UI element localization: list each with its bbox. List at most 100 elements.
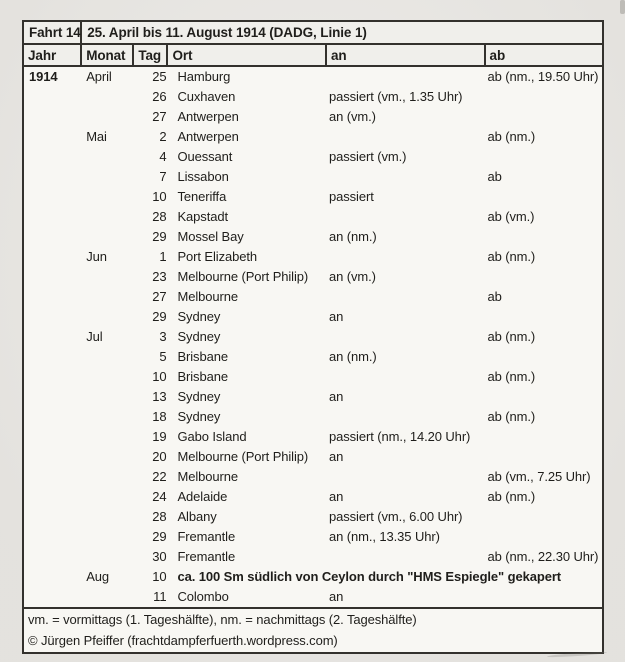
cell-tag: 27 — [152, 109, 167, 124]
cell-ort: Port Elizabeth — [177, 249, 258, 264]
voyage-row: 27 Antwerpen an (vm.) — [23, 107, 603, 127]
cell-ort: Lissabon — [177, 169, 229, 184]
cell-jahr — [23, 347, 81, 367]
cell-an: passiert (nm., 14.20 Uhr) — [329, 429, 471, 444]
cell-ort: Hamburg — [177, 69, 231, 84]
voyage-row: 7 Lissabon ab — [23, 167, 603, 187]
cell-ort: Brisbane — [177, 369, 228, 384]
cell-jahr — [23, 407, 81, 427]
cell-ab: ab (nm.) — [487, 249, 536, 264]
cell-tag: 29 — [152, 529, 167, 544]
cell-ort: Sydney — [177, 309, 221, 324]
cell-monat — [81, 207, 133, 227]
cell-ab: ab (vm., 7.25 Uhr) — [487, 469, 591, 484]
cell-ab — [485, 587, 603, 608]
cell-jahr — [23, 207, 81, 227]
cell-monat — [81, 407, 133, 427]
cell-tag: 26 — [152, 89, 167, 104]
cell-monat — [81, 87, 133, 107]
col-header-ab: ab — [483, 43, 605, 67]
cell-ort: Antwerpen — [177, 109, 239, 124]
cell-an: an (vm.) — [329, 269, 376, 284]
cell-an — [326, 127, 485, 147]
cell-ort: Fremantle — [177, 549, 236, 564]
cell-monat — [81, 347, 133, 367]
col-header-tag: Tag — [132, 43, 169, 67]
cell-ab — [485, 527, 603, 547]
cell-ab: ab — [487, 289, 502, 304]
cell-tag: 3 — [159, 329, 167, 344]
cell-an — [326, 66, 485, 87]
cell-tag: 10 — [152, 369, 167, 384]
cell-ab: ab (nm.) — [487, 369, 536, 384]
voyage-row: 29 Fremantle an (nm., 13.35 Uhr) — [23, 527, 603, 547]
voyage-row: 28 Albany passiert (vm., 6.00 Uhr) — [23, 507, 603, 527]
cell-ab: ab (nm., 19.50 Uhr) — [487, 69, 599, 84]
cell-ort: Mossel Bay — [177, 229, 244, 244]
cell-ort: Sydney — [177, 389, 221, 404]
cell-monat — [81, 367, 133, 387]
cell-an: an — [329, 589, 344, 604]
cell-monat — [81, 467, 133, 487]
cell-ab — [485, 507, 603, 527]
cell-monat — [81, 587, 133, 608]
cell-ab: ab (nm.) — [487, 409, 536, 424]
voyage-title: 25. April bis 11. August 1914 (DADG, Lin… — [80, 20, 604, 45]
cell-tag: 25 — [152, 69, 167, 84]
cell-jahr — [23, 387, 81, 407]
cell-jahr — [23, 287, 81, 307]
col-header-an: an — [325, 43, 486, 67]
voyage-row: 18 Sydney ab (nm.) — [23, 407, 603, 427]
cell-jahr — [23, 587, 81, 608]
cell-jahr — [23, 307, 81, 327]
cell-ab — [485, 87, 603, 107]
cell-ab: ab (nm., 22.30 Uhr) — [487, 549, 599, 564]
cell-an: an — [329, 489, 344, 504]
cell-ort: Melbourne (Port Philip) — [177, 269, 309, 284]
cell-jahr — [23, 167, 81, 187]
cell-jahr — [23, 527, 81, 547]
cell-monat — [81, 527, 133, 547]
voyage-row: Jul 3 Sydney ab (nm.) — [23, 327, 603, 347]
cell-jahr — [23, 247, 81, 267]
cell-ab — [485, 387, 603, 407]
col-header-ort: Ort — [166, 43, 327, 67]
cell-ab: ab — [487, 169, 502, 184]
cell-ort: Albany — [177, 509, 217, 524]
cell-tag: 29 — [152, 229, 167, 244]
cell-tag: 1 — [159, 249, 167, 264]
cell-ab — [485, 107, 603, 127]
cell-jahr — [23, 327, 81, 347]
cell-ab: ab (nm.) — [487, 329, 536, 344]
cell-ab — [485, 227, 603, 247]
cell-jahr: 1914 — [29, 69, 58, 84]
cell-tag: 5 — [159, 349, 167, 364]
cell-monat — [81, 427, 133, 447]
cell-an: an (nm.) — [329, 349, 377, 364]
cell-ort: Cuxhaven — [177, 89, 236, 104]
cell-ab: ab (nm.) — [487, 129, 536, 144]
cell-jahr — [23, 127, 81, 147]
cell-jahr — [23, 367, 81, 387]
voyage-row: 22 Melbourne ab (vm., 7.25 Uhr) — [23, 467, 603, 487]
cell-jahr — [23, 147, 81, 167]
cell-monat — [81, 487, 133, 507]
voyage-row: 5 Brisbane an (nm.) — [23, 347, 603, 367]
cell-ab — [485, 427, 603, 447]
cell-monat — [81, 227, 133, 247]
cell-tag: 29 — [152, 309, 167, 324]
cell-tag: 2 — [159, 129, 167, 144]
cell-jahr — [23, 447, 81, 467]
voyage-row: 1914 April 25 Hamburg ab (nm., 19.50 Uhr… — [23, 66, 603, 87]
voyage-row: Jun 1 Port Elizabeth ab (nm.) — [23, 247, 603, 267]
cell-jahr — [23, 107, 81, 127]
cell-ort: Ouessant — [177, 149, 233, 164]
cell-an — [326, 287, 485, 307]
cell-ort: Antwerpen — [177, 129, 239, 144]
copyright-row: © Jürgen Pfeiffer (frachtdampferfuerth.w… — [23, 630, 603, 653]
cell-monat: Aug — [86, 569, 110, 584]
cell-monat — [81, 167, 133, 187]
cell-jahr — [23, 567, 81, 587]
copyright-note: © Jürgen Pfeiffer (frachtdampferfuerth.w… — [28, 633, 338, 648]
